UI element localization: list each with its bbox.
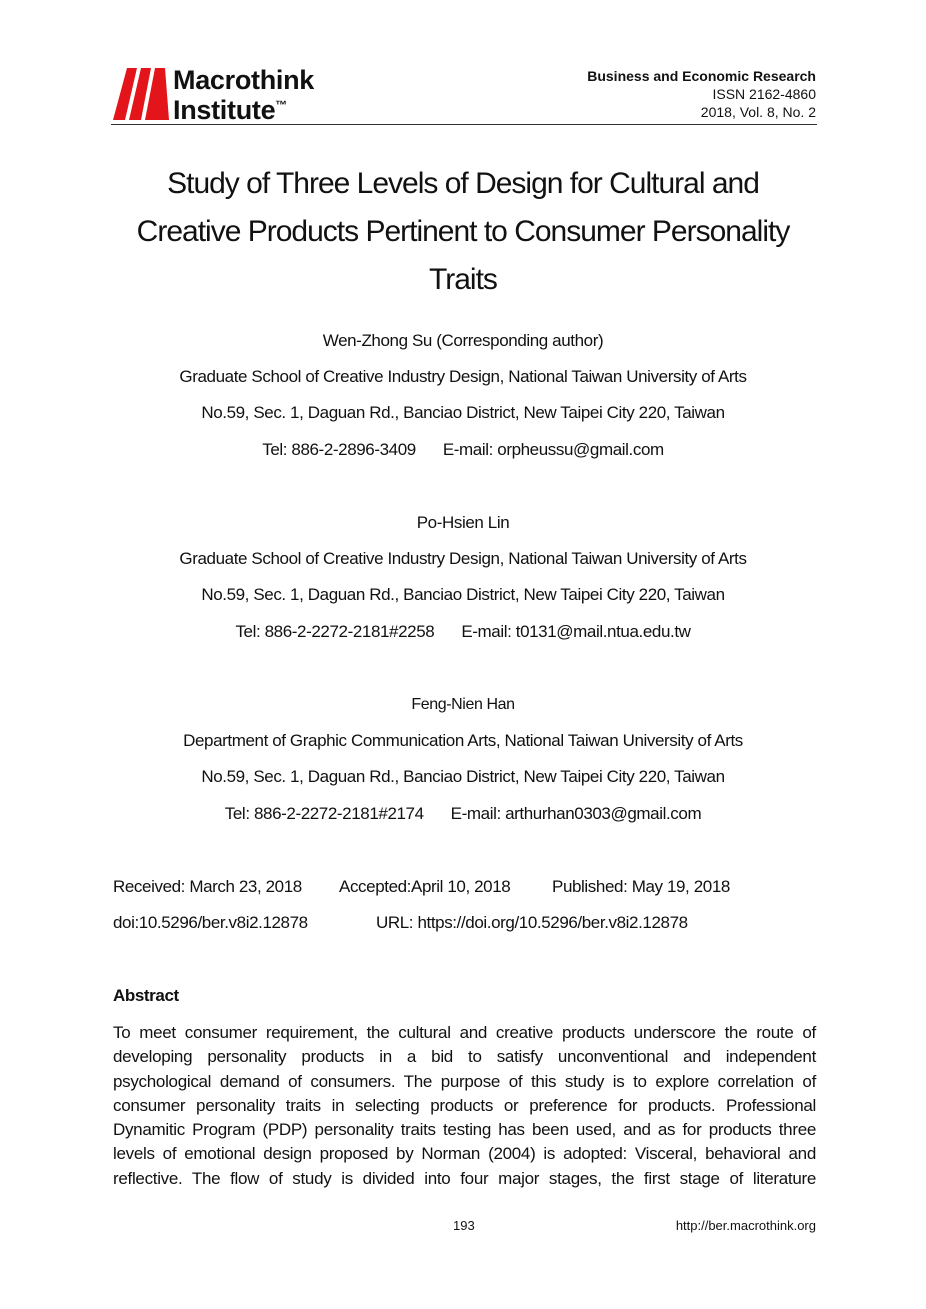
paper-title: Study of Three Levels of Design for Cult… xyxy=(100,160,826,304)
abstract-line: levels of emotional design proposed by N… xyxy=(113,1144,816,1164)
author-contact: Tel: 886-2-2272-2181#2258 E-mail: t0131@m… xyxy=(235,622,691,641)
journal-name: Business and Economic Research xyxy=(587,68,816,84)
url-link[interactable]: URL: https://doi.org/10.5296/ber.v8i2.12… xyxy=(376,913,688,932)
author-affiliation: Graduate School of Creative Industry Des… xyxy=(179,367,747,386)
abstract-line: developing personality products in a bid… xyxy=(113,1047,816,1067)
author-affiliation: Graduate School of Creative Industry Des… xyxy=(179,549,747,568)
abstract-line: Dynamitic Program (PDP) personality trai… xyxy=(113,1120,816,1140)
author-address: No.59, Sec. 1, Daguan Rd., Banciao Distr… xyxy=(201,403,725,422)
abstract-body: To meet consumer requirement, the cultur… xyxy=(113,1021,816,1191)
author-name: Wen-Zhong Su (Corresponding author) xyxy=(322,331,604,350)
page-number: 193 xyxy=(453,1218,475,1233)
accepted-date: Accepted:April 10, 2018 xyxy=(339,877,511,896)
macrothink-logo: Macrothink Institute™ xyxy=(113,65,353,125)
published-date: Published: May 19, 2018 xyxy=(552,877,730,896)
issn: ISSN 2162-4860 xyxy=(712,86,816,102)
abstract-line: To meet consumer requirement, the cultur… xyxy=(113,1023,816,1042)
volume: 2018, Vol. 8, No. 2 xyxy=(700,104,816,120)
title-line: Creative Products Pertinent to Consumer … xyxy=(136,215,791,248)
author-contact: Tel: 886-2-2272-2181#2174 E-mail: arthurh… xyxy=(224,804,702,823)
logo-line2: Institute™ xyxy=(173,95,287,125)
abstract-line: psychological demand of consumers. The p… xyxy=(113,1071,816,1091)
abstract-heading: Abstract xyxy=(113,986,179,1005)
title-line: Study of Three Levels of Design for Cult… xyxy=(167,167,760,200)
logo-line1: Macrothink xyxy=(173,65,315,95)
site-url[interactable]: http://ber.macrothink.org xyxy=(675,1218,816,1233)
author-name: Feng-Nien Han xyxy=(411,696,515,713)
author-address: No.59, Sec. 1, Daguan Rd., Banciao Distr… xyxy=(201,585,725,604)
author-affiliation: Department of Graphic Communication Arts… xyxy=(183,731,743,750)
title-line: Traits xyxy=(429,263,498,296)
author-name: Po-Hsien Lin xyxy=(416,513,510,532)
doi: doi:10.5296/ber.v8i2.12878 xyxy=(113,913,308,932)
author-address: No.59, Sec. 1, Daguan Rd., Banciao Distr… xyxy=(201,767,725,786)
abstract-line: reflective. The flow of study is divided… xyxy=(113,1168,816,1188)
header-rule xyxy=(111,124,817,125)
abstract-line: consumer personality traits in selecting… xyxy=(113,1095,816,1115)
received-date: Received: March 23, 2018 xyxy=(113,877,302,896)
author-contact: Tel: 886-2-2896-3409 E-mail: orpheussu@gm… xyxy=(262,440,664,459)
logo-mark-icon xyxy=(113,68,169,120)
